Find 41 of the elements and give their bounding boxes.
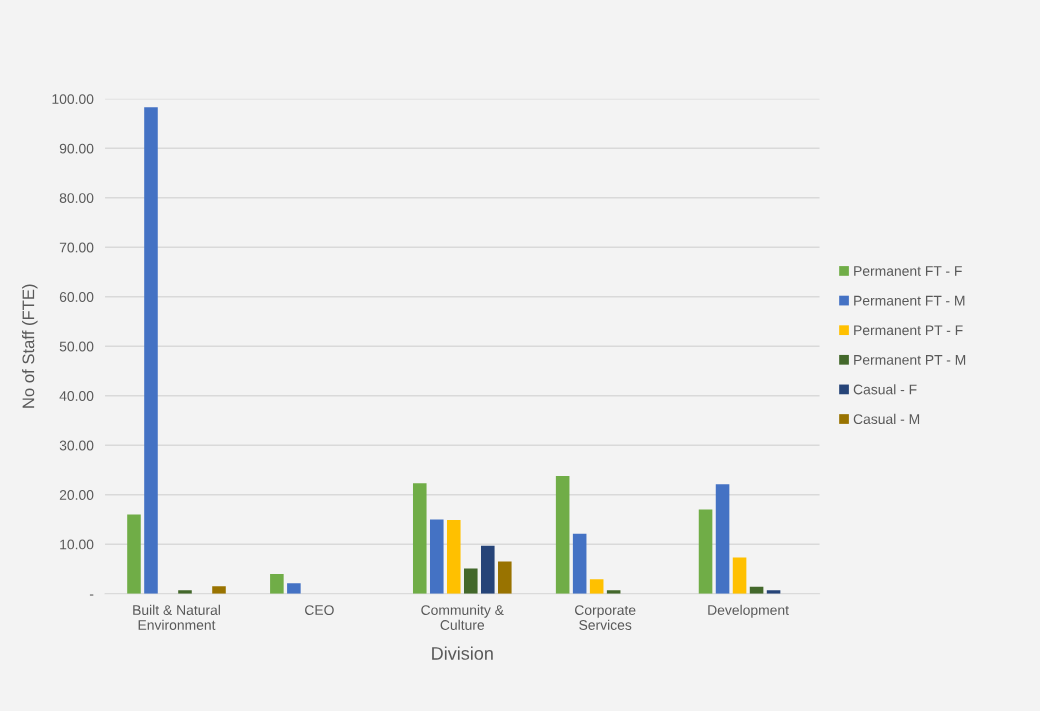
y-tick-label: 30.00: [59, 440, 94, 451]
y-axis-title: No of Staff (FTE): [22, 284, 38, 408]
bar: [715, 484, 730, 594]
bar: [270, 573, 284, 594]
bar: [572, 533, 587, 594]
bar: [212, 586, 226, 594]
legend-label: Permanent PT - F: [854, 325, 963, 336]
y-tick-label: 20.00: [59, 490, 94, 500]
x-tick-label: Development: [708, 604, 789, 618]
x-tick-label: CEO: [305, 605, 334, 615]
y-tick-label: 90.00: [59, 143, 94, 154]
legend-label: Casual - M: [853, 413, 920, 425]
bar: [463, 568, 478, 594]
bar: [498, 561, 512, 594]
bar: [446, 519, 461, 594]
bar: [127, 514, 141, 594]
bar: [589, 579, 604, 594]
y-tick-label: 80.00: [59, 193, 94, 203]
bar: [732, 557, 747, 594]
bar: [412, 483, 427, 594]
y-tick-label: -: [89, 594, 94, 596]
legend-label: Casual - F: [853, 384, 917, 395]
bar: [287, 583, 301, 594]
legend-label: Permanent FT - F: [854, 266, 962, 276]
legend-label: Permanent PT - M: [854, 355, 966, 365]
bar: [555, 475, 570, 594]
bar: [481, 545, 495, 594]
x-axis-title: Division: [432, 646, 493, 660]
x-tick-label: Built & Natural Environment: [133, 604, 220, 630]
bar: [429, 519, 444, 594]
y-tick-label: 50.00: [59, 341, 94, 352]
x-tick-label: Corporate Services: [575, 605, 636, 630]
y-tick-label: 40.00: [59, 391, 94, 401]
y-tick-label: 70.00: [59, 242, 94, 253]
y-tick-label: 10.00: [60, 539, 94, 550]
x-tick-label: Community & Culture: [421, 604, 504, 630]
y-tick-label: 100.00: [52, 94, 94, 104]
legend-label: Permanent FT - M: [854, 295, 965, 306]
bar: [144, 107, 158, 594]
bar: [698, 509, 713, 594]
y-tick-label: 60.00: [59, 292, 94, 302]
